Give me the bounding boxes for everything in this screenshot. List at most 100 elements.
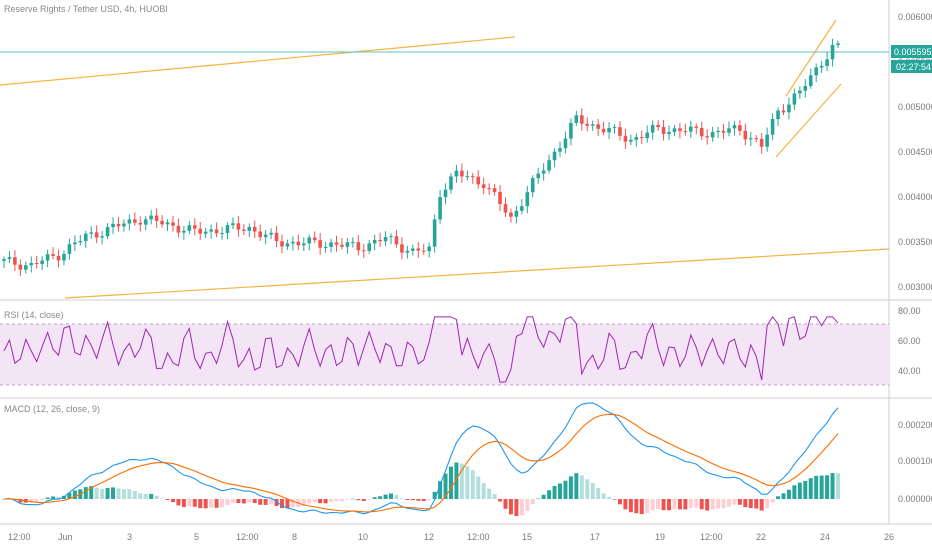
candle-body [285,243,290,247]
candle-body [590,124,595,126]
candle-body [100,236,104,238]
macd-histogram-bar [677,499,682,510]
macd-histogram-bar [628,499,633,513]
candle-body [340,244,344,247]
macd-histogram-bar [230,499,235,503]
last-price-value: 0.005595 [894,47,932,57]
macd-histogram-bar [792,485,797,499]
macd-histogram-bar [40,499,45,501]
candle-body [269,232,273,235]
channel-lower-line [775,83,842,158]
candle-body [580,115,584,124]
price-tick: 0.004500 [898,147,932,157]
candle-body [689,126,693,132]
candle-body [351,242,355,244]
candle-body [231,223,235,226]
pane-frames [0,0,932,525]
macd-histogram-bar [18,499,23,503]
macd-histogram-bar [748,499,753,509]
candle-body [514,210,519,217]
macd-histogram-bar [536,498,541,500]
candle-body [143,219,148,225]
macd-histogram-bar [105,488,110,499]
candle-body [94,232,99,238]
candle-body [618,127,622,136]
macd-histogram-bar [280,499,284,509]
macd-histogram-bar [459,463,464,499]
candle-body [830,45,835,60]
time-tick: 26 [884,532,894,542]
candle-body [165,222,170,225]
candle-body [541,170,546,174]
candle-body [187,225,192,231]
candle-body [678,128,682,132]
candle-body [438,197,442,220]
macd-histogram-bar [694,499,699,508]
macd-histogram-bar [138,493,143,499]
macd-histogram-bar [503,499,508,509]
candle-body [596,124,600,129]
macd-title: MACD (12, 26, close, 9) [4,404,100,414]
candle-body [67,244,72,254]
macd-histogram-bar [170,499,175,503]
candle-body [18,264,23,270]
candle-body [252,226,257,232]
candle-body [781,110,786,113]
macd-histogram-bar [383,494,388,499]
candle-body [73,242,77,245]
candle-body [138,222,143,225]
macd-histogram-bar [72,490,77,499]
macd-histogram-bar [498,499,503,502]
macd-histogram-bar [552,485,557,499]
candle-body [770,119,775,135]
macd-histogram-bar [705,499,710,511]
macd-histogram-bar [448,466,453,499]
macd-histogram-bar [476,476,481,499]
macd-histogram-bar [754,499,759,509]
macd-histogram-bar [607,496,612,499]
macd-histogram-bar [590,483,595,499]
candle-body [236,223,241,230]
candle-body [258,231,262,238]
candle-body [416,248,421,251]
macd-histogram-bar [661,499,666,511]
macd-histogram-bar [770,499,775,503]
macd-histogram-bar [721,499,726,509]
price-tick: 0.004000 [898,192,932,202]
macd-histogram-bar [94,487,99,499]
macd-histogram-bar [672,499,677,510]
macd-histogram-bar [247,499,252,503]
candle-body [705,136,709,138]
price-tick: 0.003500 [898,237,932,247]
candle-body [280,241,284,247]
macd-histogram-bar [154,495,159,499]
candle-body [634,137,639,140]
candle-body [498,192,502,205]
macd-histogram-bar [127,489,132,499]
candle-body [476,176,481,185]
macd-histogram-bar [89,486,94,499]
macd-histogram-bar [121,489,126,499]
candle-body [171,222,175,226]
rsi-line [3,315,839,383]
time-tick: 12:00 [8,532,31,542]
macd-histogram-bar [541,494,546,499]
macd-histogram-bar [656,499,661,510]
rsi-title: RSI (14, close) [4,310,64,320]
macd-histogram-bar [530,499,535,504]
time-tick: 24 [820,532,830,542]
candle-body [182,230,186,233]
candle-body [105,227,110,237]
candle-body [312,237,317,241]
candle-body [2,259,6,261]
macd-histogram-bar [389,493,394,499]
time-tick: 22 [756,532,766,542]
macd-histogram-bar [209,499,214,508]
candle-body [808,75,813,87]
macd-histogram-bar [67,492,72,499]
candle-body [247,226,252,231]
candle-body [307,237,312,244]
macd-tick: 0.000100 [898,456,932,466]
time-tick: 12:00 [700,532,723,542]
candle-body [547,160,551,171]
